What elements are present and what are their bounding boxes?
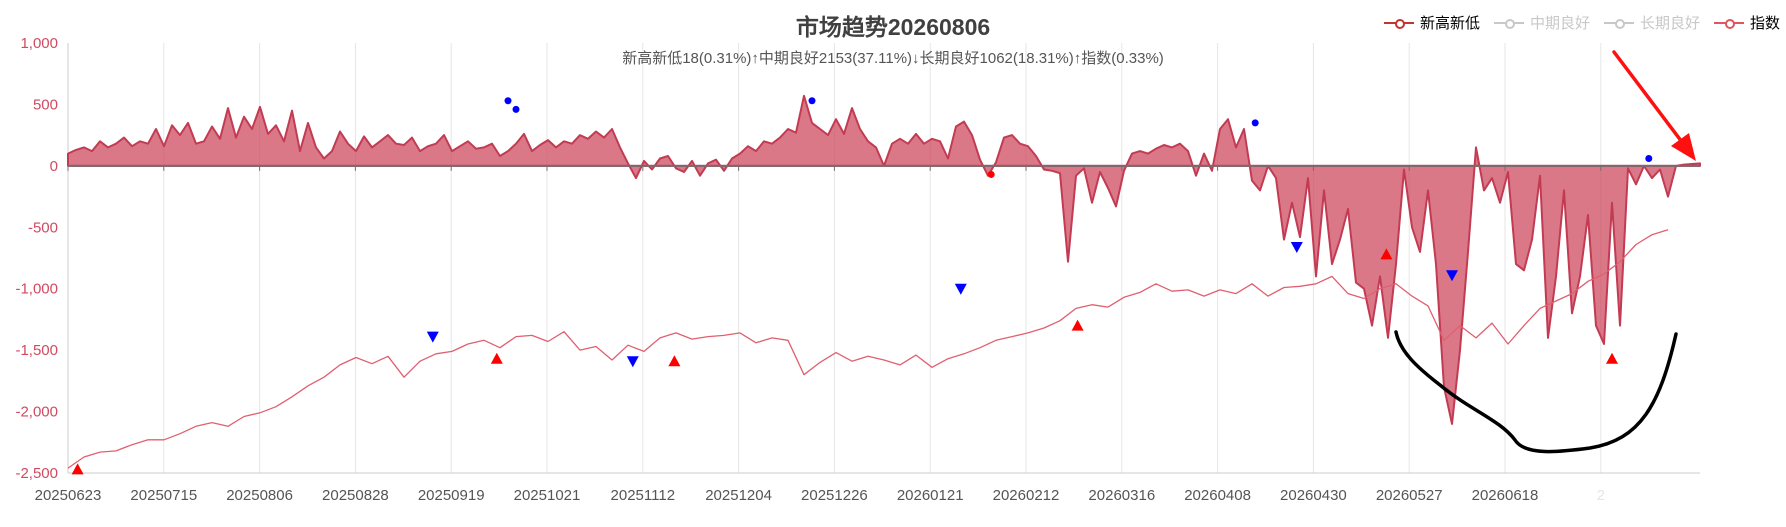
legend-label: 中期良好	[1529, 15, 1590, 32]
x-tick-label: 20260212	[993, 487, 1060, 504]
y-tick-label: -1,500	[15, 342, 58, 359]
marker-triangle-up	[1380, 248, 1393, 260]
marker-dot	[1251, 119, 1259, 127]
marker-dot	[512, 105, 520, 113]
x-tick-label: 20260408	[1184, 487, 1251, 504]
y-tick-label: -500	[28, 219, 58, 236]
legend-item-index[interactable]: 指数	[1713, 12, 1780, 33]
x-tick-label: 20260618	[1472, 487, 1539, 504]
legend: 新高新低 中期良好 长期良好 指数	[1383, 12, 1780, 33]
x-tick-label: 20260121	[897, 487, 964, 504]
x-tick-label: 20250806	[226, 487, 293, 504]
legend-label: 新高新低	[1419, 15, 1480, 32]
marker-triangle-up	[71, 463, 84, 475]
legend-swatch-icon	[1493, 17, 1524, 29]
series-index-line	[67, 229, 1669, 469]
y-tick-label: 1,000	[20, 35, 58, 52]
label-overlay	[1575, 484, 1700, 514]
marker-triangle-down	[626, 356, 639, 368]
series-new-high-low-area	[67, 94, 1701, 425]
x-tick-label: 20260430	[1280, 487, 1347, 504]
legend-label: 长期良好	[1639, 15, 1700, 32]
marker-triangle-down	[954, 283, 967, 295]
y-tick-label: -2,500	[15, 465, 58, 482]
marker-triangle-up	[668, 355, 681, 367]
x-tick-label: 20251021	[514, 487, 581, 504]
annotation-curve	[1394, 330, 1678, 454]
x-tick-label: 20250623	[35, 487, 102, 504]
legend-item-long-term[interactable]: 长期良好	[1603, 12, 1700, 33]
marker-triangle-down	[426, 331, 439, 343]
marker-triangle-down	[1446, 270, 1458, 282]
marker-triangle-up	[1606, 352, 1618, 364]
x-tick-label: 20251226	[801, 487, 868, 504]
x-tick-label: 20250919	[418, 487, 485, 504]
y-tick-label: -2,000	[15, 404, 58, 421]
legend-item-new-high-low[interactable]: 新高新低	[1383, 12, 1480, 33]
y-tick-label: 0	[50, 158, 58, 175]
x-tick-label: 20250715	[130, 487, 197, 504]
x-tick-label: 20251112	[611, 487, 676, 504]
legend-swatch-icon	[1383, 17, 1414, 29]
marker-dot	[808, 97, 816, 105]
legend-label: 指数	[1749, 15, 1780, 32]
x-tick-label: 20250828	[322, 487, 389, 504]
annotation-arrow	[1612, 50, 1690, 152]
y-tick-label: -1,000	[15, 281, 58, 298]
marker-triangle-up	[1071, 319, 1084, 331]
chart-title: 市场趋势20260806	[795, 14, 991, 40]
x-tick-label: 20260316	[1088, 487, 1155, 504]
legend-swatch-icon	[1603, 17, 1634, 29]
annotation-arrow-head	[1671, 133, 1696, 161]
marker-dot	[1645, 154, 1653, 162]
marker-triangle-up	[490, 352, 503, 364]
marker-dot	[504, 97, 512, 105]
legend-item-mid-term[interactable]: 中期良好	[1493, 12, 1590, 33]
y-tick-label: 500	[33, 96, 58, 113]
marker-dot	[987, 170, 995, 178]
legend-swatch-icon	[1713, 17, 1744, 29]
chart-subtitle: 新高新低18(0.31%)↑中期良好2153(37.11%)↓长期良好1062(…	[622, 50, 1164, 67]
x-tick-label: 20251204	[705, 487, 772, 504]
marker-triangle-down	[1290, 241, 1303, 253]
x-tick-label: 20260527	[1376, 487, 1443, 504]
